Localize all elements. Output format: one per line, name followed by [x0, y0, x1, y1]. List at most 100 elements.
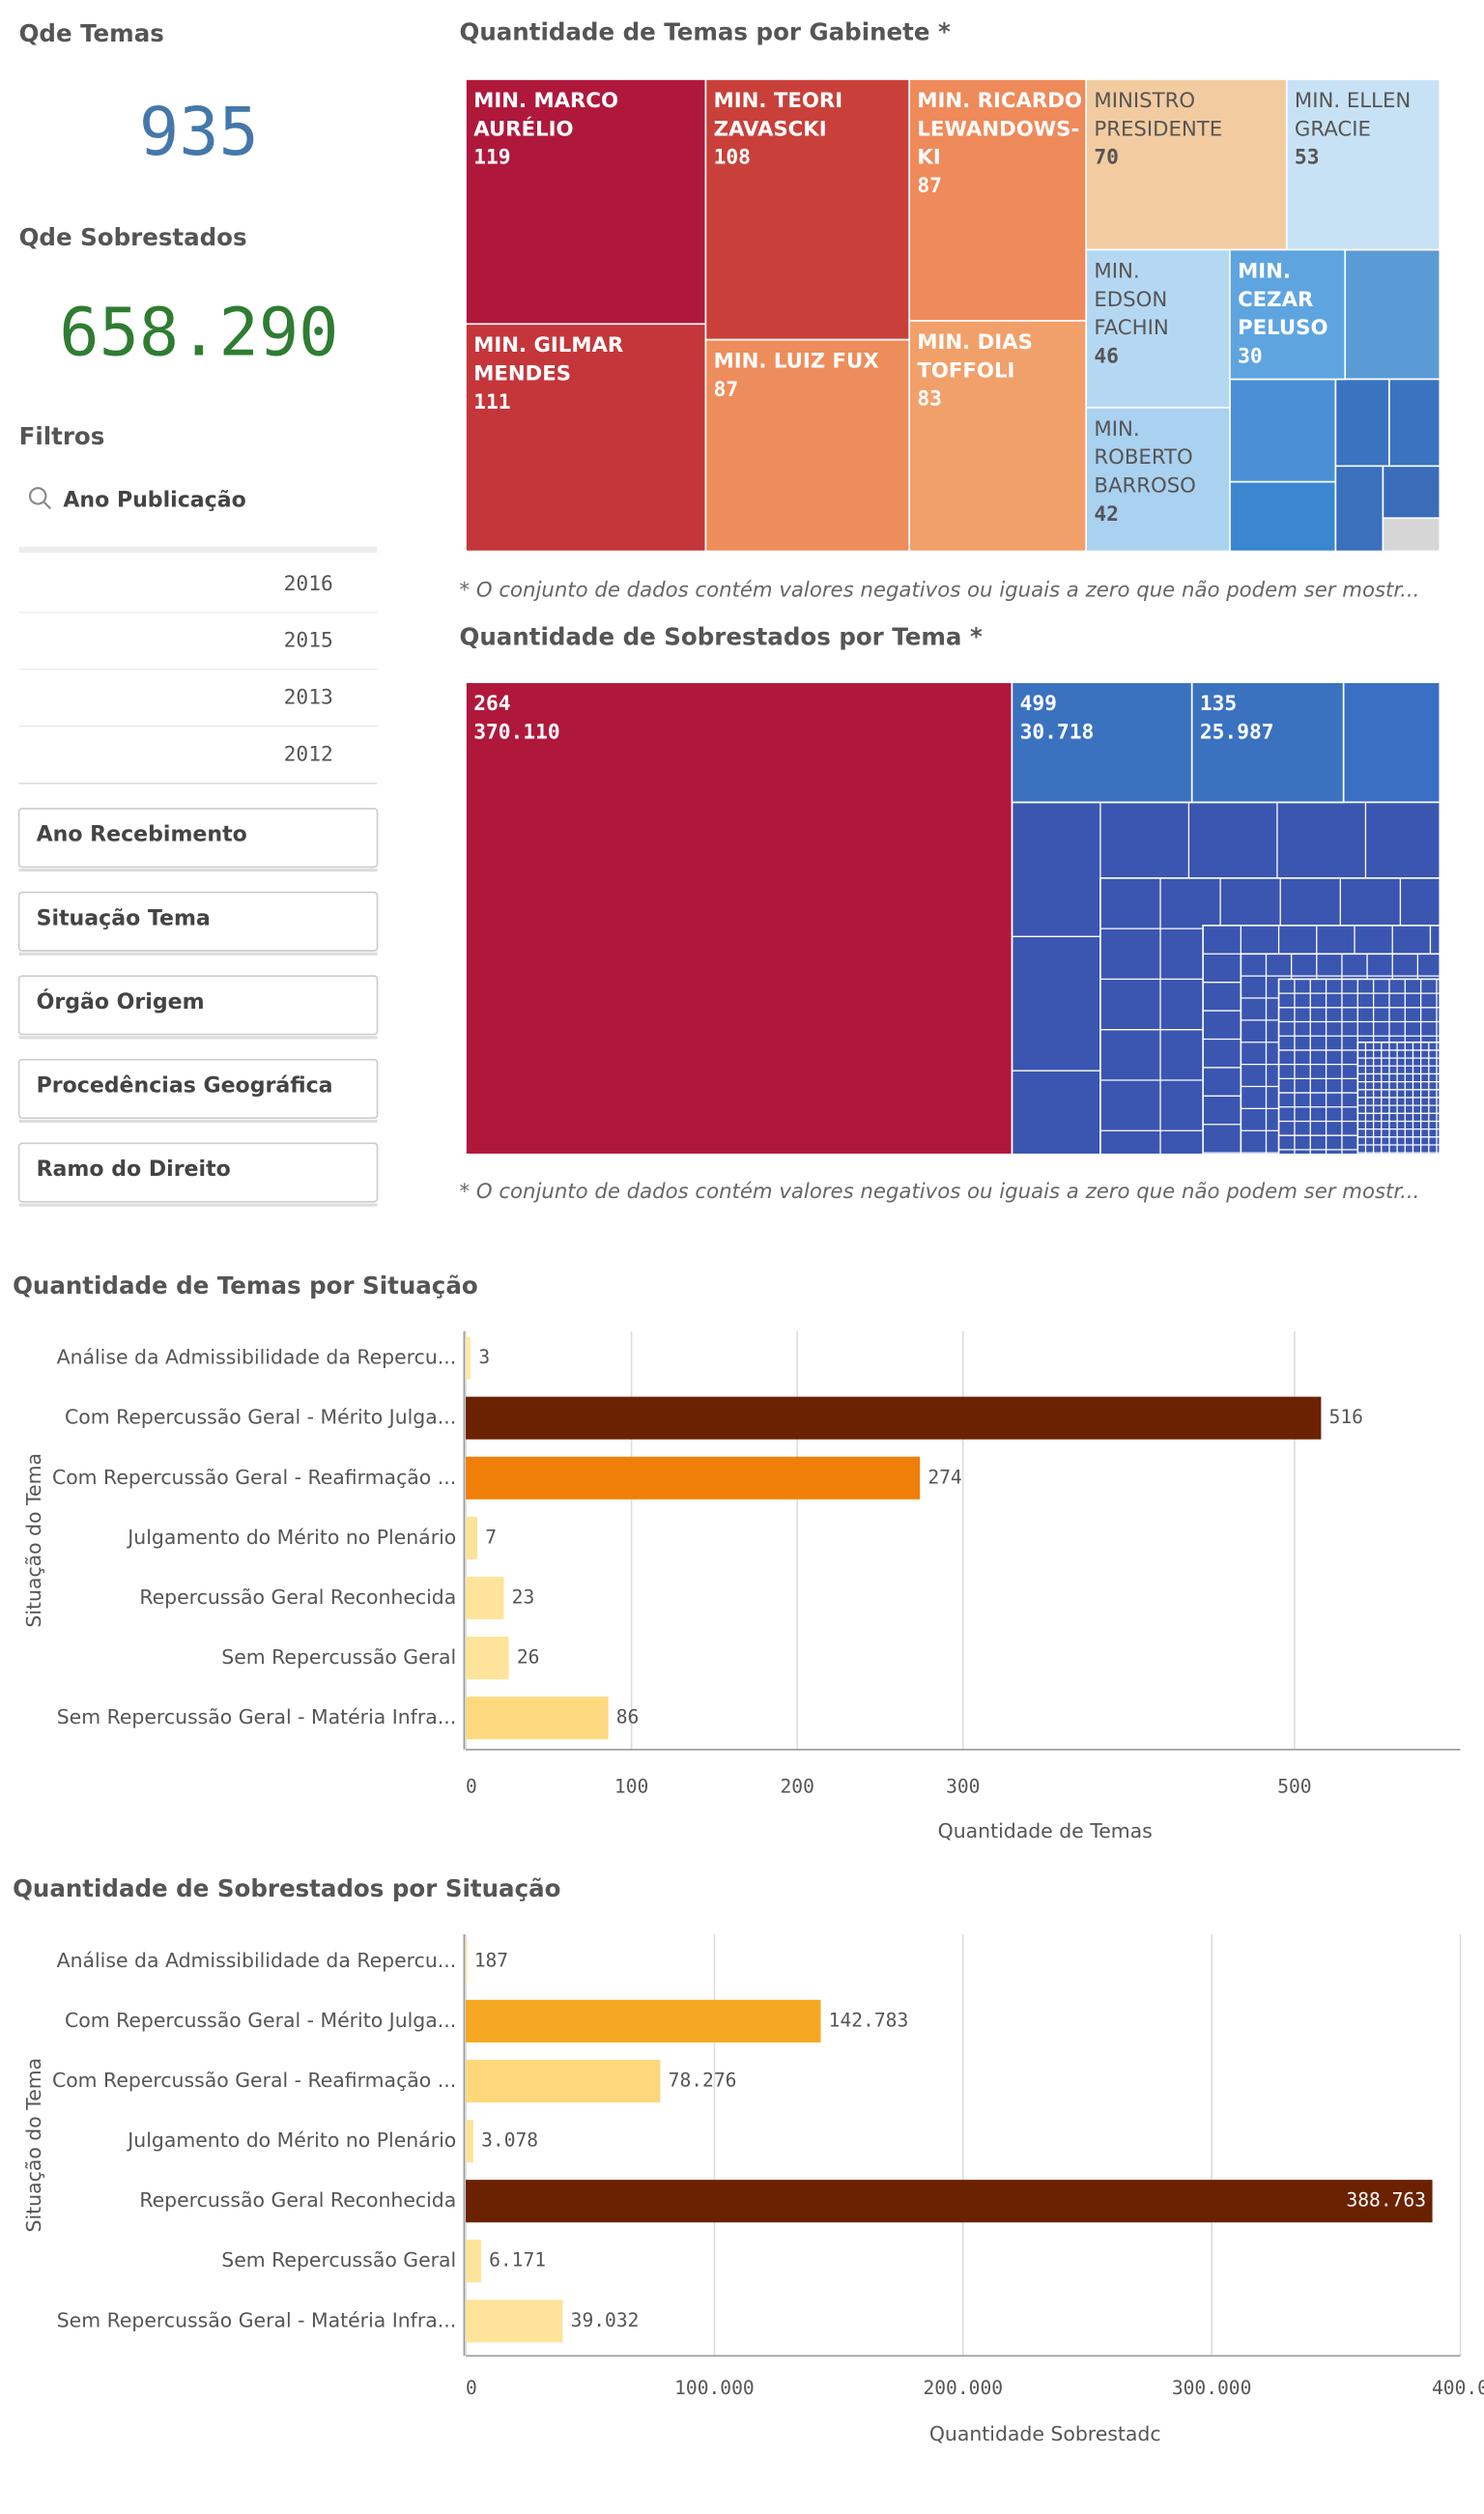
- filter-button-label: Procedências Geográfica: [37, 1074, 333, 1099]
- bar[interactable]: [466, 1396, 1322, 1440]
- x-tick-label: 0: [466, 1776, 477, 1798]
- list-shadow: [18, 546, 378, 554]
- cell-value: 370.110: [473, 720, 560, 744]
- data-label: 187: [474, 1949, 508, 1971]
- treemap-cell[interactable]: [704, 338, 911, 553]
- cell-label: MIN. MARCO AURÉLIO: [473, 89, 618, 141]
- footnote: * O conjunto de dados contém valores neg…: [460, 1180, 1420, 1204]
- cell-value: 30: [1238, 345, 1263, 369]
- cell-value: 83: [917, 387, 942, 412]
- data-label: 3.078: [481, 2129, 538, 2152]
- bar[interactable]: [466, 1999, 821, 2043]
- treemap-cell-other: [1229, 480, 1337, 553]
- bar[interactable]: [466, 1576, 504, 1620]
- bar[interactable]: [466, 1456, 921, 1500]
- bar[interactable]: [466, 2059, 661, 2103]
- cell-value: 46: [1094, 345, 1119, 369]
- bar[interactable]: [466, 1336, 471, 1380]
- data-label: 86: [616, 1706, 640, 1728]
- y-tick-label: Sem Repercussão Geral - Matéria Infra...: [57, 2308, 457, 2331]
- treemap-cell[interactable]: [1011, 681, 1193, 804]
- search-icon: [43, 501, 52, 510]
- filter-button-label: Situação Tema: [37, 906, 211, 930]
- data-label: 388.763: [1346, 2189, 1426, 2212]
- x-tick-label: 200: [780, 1776, 813, 1798]
- treemap-cell[interactable]: [465, 323, 707, 553]
- list-item-label: 2012: [284, 742, 333, 766]
- bar[interactable]: [466, 2180, 1433, 2223]
- treemap-cell[interactable]: [1229, 248, 1347, 381]
- y-tick-label: Repercussão Geral Reconhecida: [139, 1586, 456, 1609]
- filter-button[interactable]: [17, 808, 379, 869]
- bar[interactable]: [466, 2300, 563, 2343]
- data-label: 516: [1329, 1406, 1363, 1428]
- treemap-cell[interactable]: [908, 78, 1088, 322]
- kpi-title: Qde Sobrestados: [19, 223, 247, 251]
- cell-label: MIN. RICARDO LEWANDOWS-KI: [917, 89, 1082, 170]
- list-item-label: 2015: [284, 629, 333, 653]
- x-tick-label: 400.0: [1432, 2377, 1484, 2399]
- cell-label: MIN. GILMAR MENDES: [473, 333, 623, 386]
- chart-title: Quantidade de Sobrestados por Tema *: [460, 622, 983, 650]
- data-label: 23: [512, 1586, 535, 1608]
- x-tick-label: 0: [466, 2377, 477, 2399]
- search-field[interactable]: Ano Publicação: [63, 488, 245, 512]
- data-label: 26: [517, 1646, 540, 1669]
- x-tick-label: 300.000: [1172, 2377, 1252, 2399]
- filter-button-label: Ano Recebimento: [37, 823, 247, 847]
- bar[interactable]: [466, 2240, 481, 2283]
- y-tick-label: Análise da Admissibilidade da Repercu...: [57, 1346, 457, 1369]
- cell-label: MIN. ROBERTO BARROSO: [1094, 417, 1196, 499]
- footnote: * O conjunto de dados contém valores neg…: [460, 578, 1420, 602]
- treemap-cell[interactable]: [465, 681, 1013, 1156]
- y-tick-label: Com Repercussão Geral - Mérito Julga...: [65, 1406, 456, 1429]
- treemap-cell[interactable]: [1085, 248, 1231, 409]
- bar[interactable]: [466, 1516, 478, 1559]
- filter-button[interactable]: [17, 1058, 379, 1120]
- treemap-cell[interactable]: [908, 320, 1088, 553]
- cell-label: 264: [473, 692, 510, 716]
- list-item[interactable]: [18, 670, 378, 727]
- filters-title: Filtros: [19, 422, 105, 450]
- chart-title: Quantidade de Sobrestados por Situação: [13, 1874, 560, 1902]
- list-item[interactable]: [18, 613, 378, 671]
- y-tick-label: Com Repercussão Geral - Reafirmação ...: [52, 2069, 456, 2092]
- search-icon: [28, 487, 47, 505]
- cell-label: MIN. EDSON FACHIN: [1094, 259, 1168, 340]
- cell-value: 42: [1094, 502, 1119, 527]
- bar[interactable]: [466, 1939, 468, 1983]
- x-axis-title: Quantidade Sobrestadc: [929, 2422, 1161, 2445]
- list-item-label: 2013: [284, 686, 333, 710]
- y-tick-label: Análise da Admissibilidade da Repercu...: [57, 1949, 457, 1972]
- filter-button[interactable]: [17, 975, 379, 1036]
- treemap-cell[interactable]: [704, 78, 911, 341]
- cell-value: 87: [917, 174, 942, 198]
- treemap-cell[interactable]: [1085, 407, 1231, 553]
- cell-value: 119: [473, 146, 510, 170]
- list-item[interactable]: [18, 556, 378, 614]
- treemap-cell[interactable]: [1190, 681, 1345, 804]
- treemap-cell[interactable]: [1285, 78, 1441, 251]
- bar[interactable]: [466, 1697, 609, 1740]
- y-axis-title: Situação do Tema: [22, 2058, 45, 2233]
- kpi-value: 658.290: [59, 294, 338, 371]
- treemap-cell[interactable]: [465, 78, 707, 326]
- bar[interactable]: [466, 2120, 473, 2163]
- list-item[interactable]: [18, 726, 378, 784]
- filter-button[interactable]: [17, 1142, 379, 1203]
- y-tick-label: Julgamento do Mérito no Plenário: [126, 2128, 456, 2152]
- bar[interactable]: [466, 1636, 509, 1680]
- x-tick-label: 300: [946, 1776, 980, 1798]
- cell-value: 87: [714, 378, 739, 402]
- y-axis-title: Situação do Tema: [22, 1453, 45, 1628]
- filter-button-label: Ramo do Direito: [37, 1157, 231, 1182]
- treemap-cell-other: [1229, 378, 1337, 483]
- filter-button[interactable]: [17, 891, 379, 952]
- cell-value: 25.987: [1200, 720, 1274, 744]
- y-tick-label: Repercussão Geral Reconhecida: [139, 2188, 456, 2212]
- data-label: 78.276: [669, 2069, 737, 2091]
- x-tick-label: 200.000: [923, 2377, 1003, 2399]
- cell-value: 70: [1094, 146, 1119, 170]
- treemap-cell[interactable]: [1085, 78, 1288, 251]
